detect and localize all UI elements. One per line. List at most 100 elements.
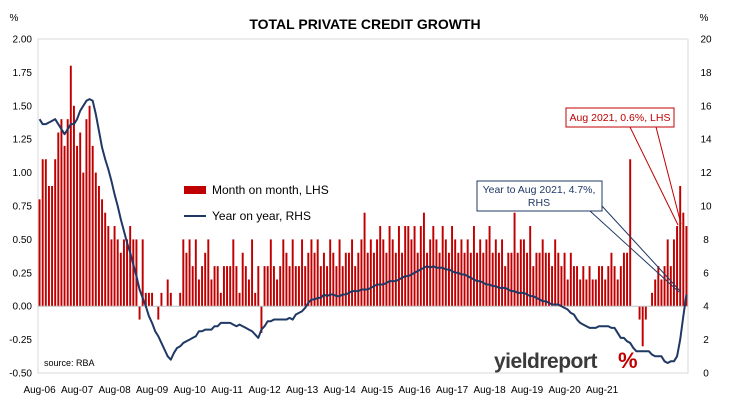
annotation-yearly-text-line-2: RHS bbox=[528, 197, 550, 209]
bar bbox=[201, 266, 204, 307]
right-tick-label: 14 bbox=[700, 135, 712, 146]
annotation-monthly: Aug 2021, 0.6%, LHS bbox=[565, 107, 682, 226]
bar bbox=[366, 252, 369, 307]
bar bbox=[204, 252, 207, 307]
bar bbox=[338, 239, 341, 307]
bar bbox=[210, 279, 213, 307]
x-tick-label: Aug-17 bbox=[436, 385, 469, 396]
bar bbox=[401, 252, 404, 307]
x-tick-label: Aug-19 bbox=[511, 385, 544, 396]
bar bbox=[629, 159, 632, 307]
bar bbox=[191, 266, 194, 307]
bar bbox=[54, 159, 57, 307]
annotation-monthly-pointer bbox=[629, 126, 679, 226]
bar bbox=[304, 266, 307, 307]
x-tick-label: Aug-11 bbox=[211, 385, 243, 396]
bar bbox=[513, 212, 516, 307]
bar bbox=[141, 239, 144, 307]
left-axis-unit: % bbox=[10, 13, 19, 24]
bar bbox=[382, 239, 385, 307]
bar bbox=[307, 252, 310, 307]
annotation-monthly-pointer-2 bbox=[655, 126, 682, 225]
bar bbox=[522, 239, 525, 307]
right-tick-label: 0 bbox=[703, 369, 709, 380]
bar bbox=[676, 226, 679, 307]
x-tick-label: Aug-07 bbox=[61, 385, 94, 396]
bar bbox=[185, 252, 188, 307]
bar bbox=[535, 252, 538, 307]
left-tick-label: 0.50 bbox=[13, 235, 33, 246]
bar bbox=[301, 239, 304, 307]
x-tick-label: Aug-15 bbox=[361, 385, 394, 396]
bar bbox=[641, 306, 644, 347]
bar bbox=[597, 266, 600, 307]
bar bbox=[644, 306, 647, 320]
bar bbox=[666, 239, 669, 307]
bar bbox=[332, 252, 335, 307]
left-tick-label: 0.25 bbox=[13, 268, 33, 279]
bar bbox=[594, 279, 597, 307]
bar bbox=[266, 266, 269, 307]
bar bbox=[576, 266, 579, 307]
legend-swatch-month-on-month bbox=[184, 186, 206, 194]
bar bbox=[685, 226, 688, 307]
right-axis: 0 2 4 6 8 10 12 14 16 18 20 bbox=[700, 35, 712, 380]
annotation-monthly-box bbox=[565, 107, 675, 128]
right-tick-label: 8 bbox=[703, 235, 709, 246]
annotation-yearly-pointer bbox=[601, 205, 682, 293]
bar bbox=[532, 266, 535, 307]
bar bbox=[360, 239, 363, 307]
left-tick-label: 2.00 bbox=[13, 35, 33, 46]
bar bbox=[557, 252, 560, 307]
bar bbox=[126, 239, 129, 307]
bar bbox=[288, 266, 291, 307]
logo-wordmark: yieldreport bbox=[494, 350, 598, 373]
bar bbox=[251, 239, 254, 307]
bar bbox=[429, 239, 432, 307]
bar bbox=[385, 252, 388, 307]
bar bbox=[463, 252, 466, 307]
bar bbox=[572, 266, 575, 307]
bar bbox=[291, 239, 294, 307]
bar bbox=[451, 226, 454, 307]
bar bbox=[329, 239, 332, 307]
bar bbox=[613, 266, 616, 307]
bar bbox=[69, 65, 72, 307]
right-tick-label: 12 bbox=[700, 168, 712, 179]
bar bbox=[388, 226, 391, 307]
bar bbox=[197, 279, 200, 307]
bar bbox=[413, 226, 416, 307]
annotation-yearly: Year to Aug 2021, 4.7%, RHS bbox=[476, 180, 682, 293]
bar bbox=[294, 266, 297, 307]
bar bbox=[516, 252, 519, 307]
bar bbox=[188, 239, 191, 307]
right-tick-label: 10 bbox=[700, 202, 712, 213]
bar bbox=[119, 252, 122, 307]
bar bbox=[422, 212, 425, 307]
bar bbox=[94, 172, 97, 307]
bar bbox=[82, 172, 85, 307]
bar bbox=[479, 239, 482, 307]
x-tick-label: Aug-09 bbox=[136, 385, 169, 396]
bar bbox=[410, 239, 413, 307]
bar bbox=[585, 279, 588, 307]
x-tick-label: Aug-08 bbox=[98, 385, 131, 396]
bar bbox=[457, 252, 460, 307]
plot-area bbox=[37, 38, 689, 374]
bar bbox=[354, 266, 357, 307]
bar bbox=[91, 145, 94, 307]
bar bbox=[72, 105, 75, 307]
bar bbox=[501, 239, 504, 307]
bar bbox=[326, 266, 329, 307]
bar bbox=[657, 266, 660, 307]
bar bbox=[335, 266, 338, 307]
bar bbox=[166, 279, 169, 307]
bar bbox=[219, 292, 222, 307]
bar bbox=[638, 306, 641, 320]
bar bbox=[679, 185, 682, 307]
bar bbox=[582, 266, 585, 307]
bar bbox=[519, 239, 522, 307]
bar bbox=[504, 266, 507, 307]
bar bbox=[391, 239, 394, 307]
